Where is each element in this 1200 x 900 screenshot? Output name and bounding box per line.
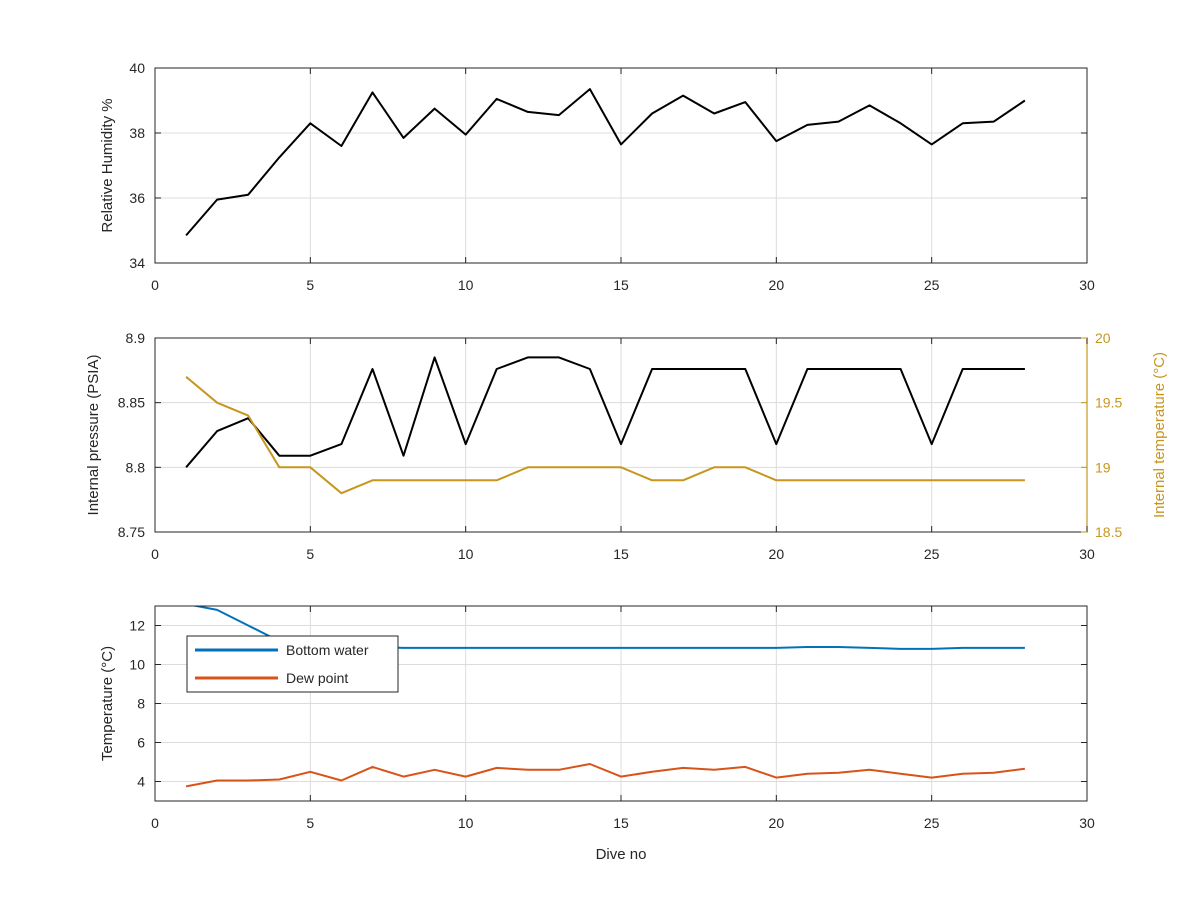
legend: Bottom water Dew point [186, 635, 399, 693]
x-tick-label: 25 [924, 815, 940, 831]
x-tick-label: 15 [613, 815, 629, 831]
right-y-axis-label: Internal temperature (°C) [1151, 352, 1168, 518]
x-tick-label: 25 [924, 546, 940, 562]
x-tick-label: 15 [613, 277, 629, 293]
y-axis-label: Internal pressure (PSIA) [85, 355, 102, 516]
right-y-tick-label: 19 [1095, 459, 1111, 475]
series-line-1 [185, 376, 1025, 495]
right-y-tick-label: 20 [1095, 330, 1111, 346]
water-dewpoint-temperature-panel: 0 5 10 15 20 25 30 4 6 8 10 12 Temperature (°C) Dive … [99, 605, 1095, 863]
legend-box [186, 635, 399, 693]
x-tick-label: 0 [151, 546, 159, 562]
x-tick-label: 5 [306, 277, 314, 293]
legend-label-1: Dew point [286, 670, 348, 686]
y-axis-label: Relative Humidity % [99, 98, 116, 232]
right-y-tick-label: 18.5 [1095, 524, 1122, 540]
y-tick-label: 8.85 [118, 395, 145, 411]
y-tick-label: 8.75 [118, 524, 145, 540]
x-tick-label: 20 [769, 815, 785, 831]
y-tick-label: 12 [129, 618, 145, 634]
x-tick-label: 25 [924, 277, 940, 293]
pressure-temperature-panel: 0 5 10 15 20 25 30 8.75 8.8 8.85 8.9 18.5 19 19.5 20 In… [85, 330, 1168, 562]
x-tick-label: 10 [458, 815, 474, 831]
x-tick-label: 20 [769, 546, 785, 562]
y-tick-label: 38 [129, 125, 145, 141]
x-tick-label: 30 [1079, 815, 1095, 831]
y-axis-label: Temperature (°C) [99, 646, 116, 761]
series-line-0 [185, 88, 1026, 237]
right-y-tick-label: 19.5 [1095, 395, 1122, 411]
x-tick-label: 0 [151, 815, 159, 831]
legend-label-0: Bottom water [286, 642, 369, 658]
x-tick-label: 0 [151, 277, 159, 293]
y-tick-label: 34 [129, 255, 145, 271]
x-tick-label: 10 [458, 546, 474, 562]
x-tick-label: 30 [1079, 277, 1095, 293]
y-tick-label: 8.8 [126, 459, 146, 475]
x-tick-label: 30 [1079, 546, 1095, 562]
y-tick-label: 4 [137, 774, 145, 790]
x-tick-label: 10 [458, 277, 474, 293]
y-tick-label: 40 [129, 60, 145, 76]
y-tick-label: 36 [129, 190, 145, 206]
series-line-1 [185, 763, 1026, 788]
x-tick-label: 20 [769, 277, 785, 293]
y-tick-label: 10 [129, 657, 145, 673]
y-tick-label: 6 [137, 735, 145, 751]
series-line-0 [185, 356, 1025, 468]
x-tick-label: 5 [306, 815, 314, 831]
humidity-panel: 0 5 10 15 20 25 30 34 36 38 40 Relative Humidity % [99, 60, 1095, 293]
y-tick-label: 8.9 [126, 330, 146, 346]
x-tick-label: 5 [306, 546, 314, 562]
x-axis-label: Dive no [596, 846, 647, 863]
x-tick-label: 15 [613, 546, 629, 562]
y-tick-label: 8 [137, 696, 145, 712]
